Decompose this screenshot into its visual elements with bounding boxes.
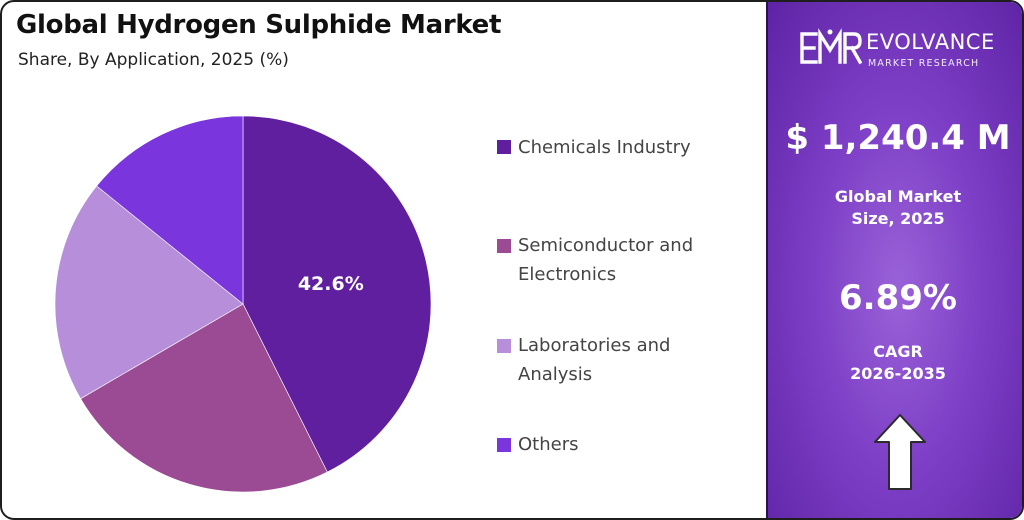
market-size-label-line: Size, 2025 <box>851 209 945 228</box>
pie-slice-semiconductor-and-electronics <box>80 303 328 493</box>
legend-swatch-laboratories-analysis <box>497 339 511 353</box>
market-size-label: Global Market Size, 2025 <box>768 186 1022 230</box>
growth-arrow-icon <box>874 414 926 490</box>
brand-logo: EVOLVANCE MARKET RESEARCH <box>798 28 1018 78</box>
market-size-value: $ 1,240.4 M <box>785 118 1011 158</box>
summary-panel: EVOLVANCE MARKET RESEARCH $ 1,240.4 M Gl… <box>766 2 1022 518</box>
pie-slice-others <box>96 115 244 305</box>
legend-label-chemicals-industry: Chemicals Industry <box>518 133 753 162</box>
legend-label-line: Semiconductor and <box>518 235 694 256</box>
pie-slice-chemicals-industry <box>242 115 432 473</box>
brand-tagline: MARKET RESEARCH <box>868 58 980 69</box>
legend-swatch-others <box>497 438 511 452</box>
legend-label-line: Electronics <box>518 264 617 285</box>
pie-data-label: 42.6% <box>298 273 364 295</box>
legend-swatch-chemicals-industry <box>497 140 511 154</box>
chart-subtitle: Share, By Application, 2025 (%) <box>18 50 289 70</box>
pie-chart: 42.6% <box>54 115 432 493</box>
legend-label-line: Others <box>518 434 579 455</box>
cagr-value: 6.89% <box>839 278 957 318</box>
legend-label-line: Chemicals Industry <box>518 137 691 158</box>
cagr-label: CAGR 2026-2035 <box>768 341 1022 385</box>
legend-label-line: Laboratories and <box>518 335 671 356</box>
cagr-label-line: CAGR <box>873 342 923 361</box>
emr-logo-icon <box>800 28 862 65</box>
chart-title: Global Hydrogen Sulphide Market <box>16 10 502 40</box>
legend-label-others: Others <box>518 430 753 459</box>
brand-name: EVOLVANCE <box>866 30 995 54</box>
legend-swatch-semiconductor-electronics <box>497 239 511 253</box>
cagr-label-line: 2026-2035 <box>850 364 946 383</box>
legend-label-line: Analysis <box>518 364 593 385</box>
legend-label-semiconductor-electronics: Semiconductor and Electronics <box>518 231 753 289</box>
pie-slice-laboratories-and-analysis <box>54 185 244 400</box>
market-size-label-line: Global Market <box>834 187 962 206</box>
legend-label-laboratories-analysis: Laboratories and Analysis <box>518 331 753 389</box>
